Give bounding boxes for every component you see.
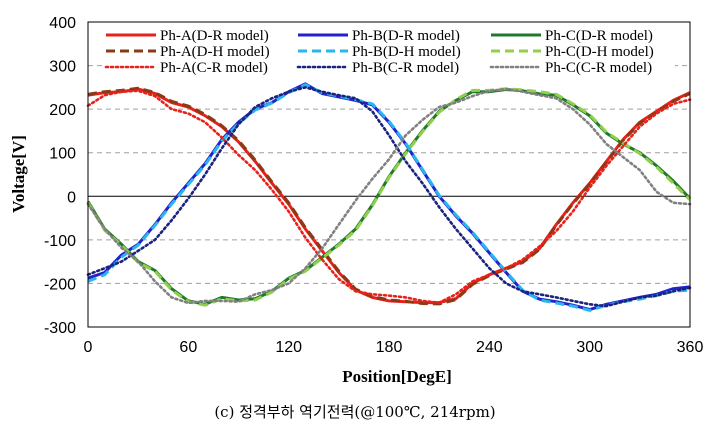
legend-label: Ph-A(D-R model)	[160, 28, 269, 44]
series-line	[86, 86, 692, 308]
x-axis-label: Position[DegE]	[342, 367, 452, 386]
legend-background	[102, 25, 675, 79]
tick-labels: -300 -200 -100 0 100 200 300 400 0 60 120 180 240 300…	[44, 15, 703, 356]
legend-label: Ph-B(D-R model)	[352, 28, 460, 44]
series-line	[86, 87, 692, 305]
y-tick-label: 0	[67, 189, 76, 206]
series-line	[86, 87, 692, 307]
x-tick-label: 240	[476, 339, 503, 356]
x-tick-label: 360	[677, 339, 704, 356]
y-tick-label: 200	[49, 102, 76, 119]
series-line	[87, 83, 691, 312]
y-tick-label: -300	[44, 320, 76, 337]
y-axis-label: Voltage[V]	[9, 135, 28, 213]
plot-area-frame	[87, 21, 691, 328]
figure-caption: (c) 정격부하 역기전력(@100℃, 214rpm)	[214, 403, 496, 421]
series-line	[86, 89, 692, 304]
legend-label: Ph-B(C-R model)	[352, 60, 459, 76]
y-tick-label: 300	[49, 59, 76, 76]
y-tick-label: -200	[44, 276, 76, 293]
x-tick-label: 180	[376, 339, 403, 356]
legend-label: Ph-A(D-H model)	[160, 44, 270, 60]
legend-label: Ph-A(C-R model)	[160, 60, 268, 76]
y-tick-label: 400	[49, 15, 76, 32]
legend-label: Ph-C(D-H model)	[545, 44, 654, 60]
x-tick-label: 300	[576, 339, 603, 356]
legend-label: Ph-B(D-H model)	[352, 44, 461, 60]
series-group	[86, 82, 692, 312]
legend-label: Ph-C(C-R model)	[545, 60, 652, 76]
series-line	[87, 86, 691, 306]
legend: Ph-A(D-R model) Ph-B(D-R model) Ph-C(D-R m…	[102, 25, 675, 79]
y-tick-label: -100	[44, 233, 76, 250]
x-tick-label: 0	[84, 339, 93, 356]
y-tick-label: 100	[49, 146, 76, 163]
x-tick-label: 120	[275, 339, 302, 356]
legend-label: Ph-C(D-R model)	[545, 28, 653, 44]
x-tick-label: 60	[179, 339, 197, 356]
